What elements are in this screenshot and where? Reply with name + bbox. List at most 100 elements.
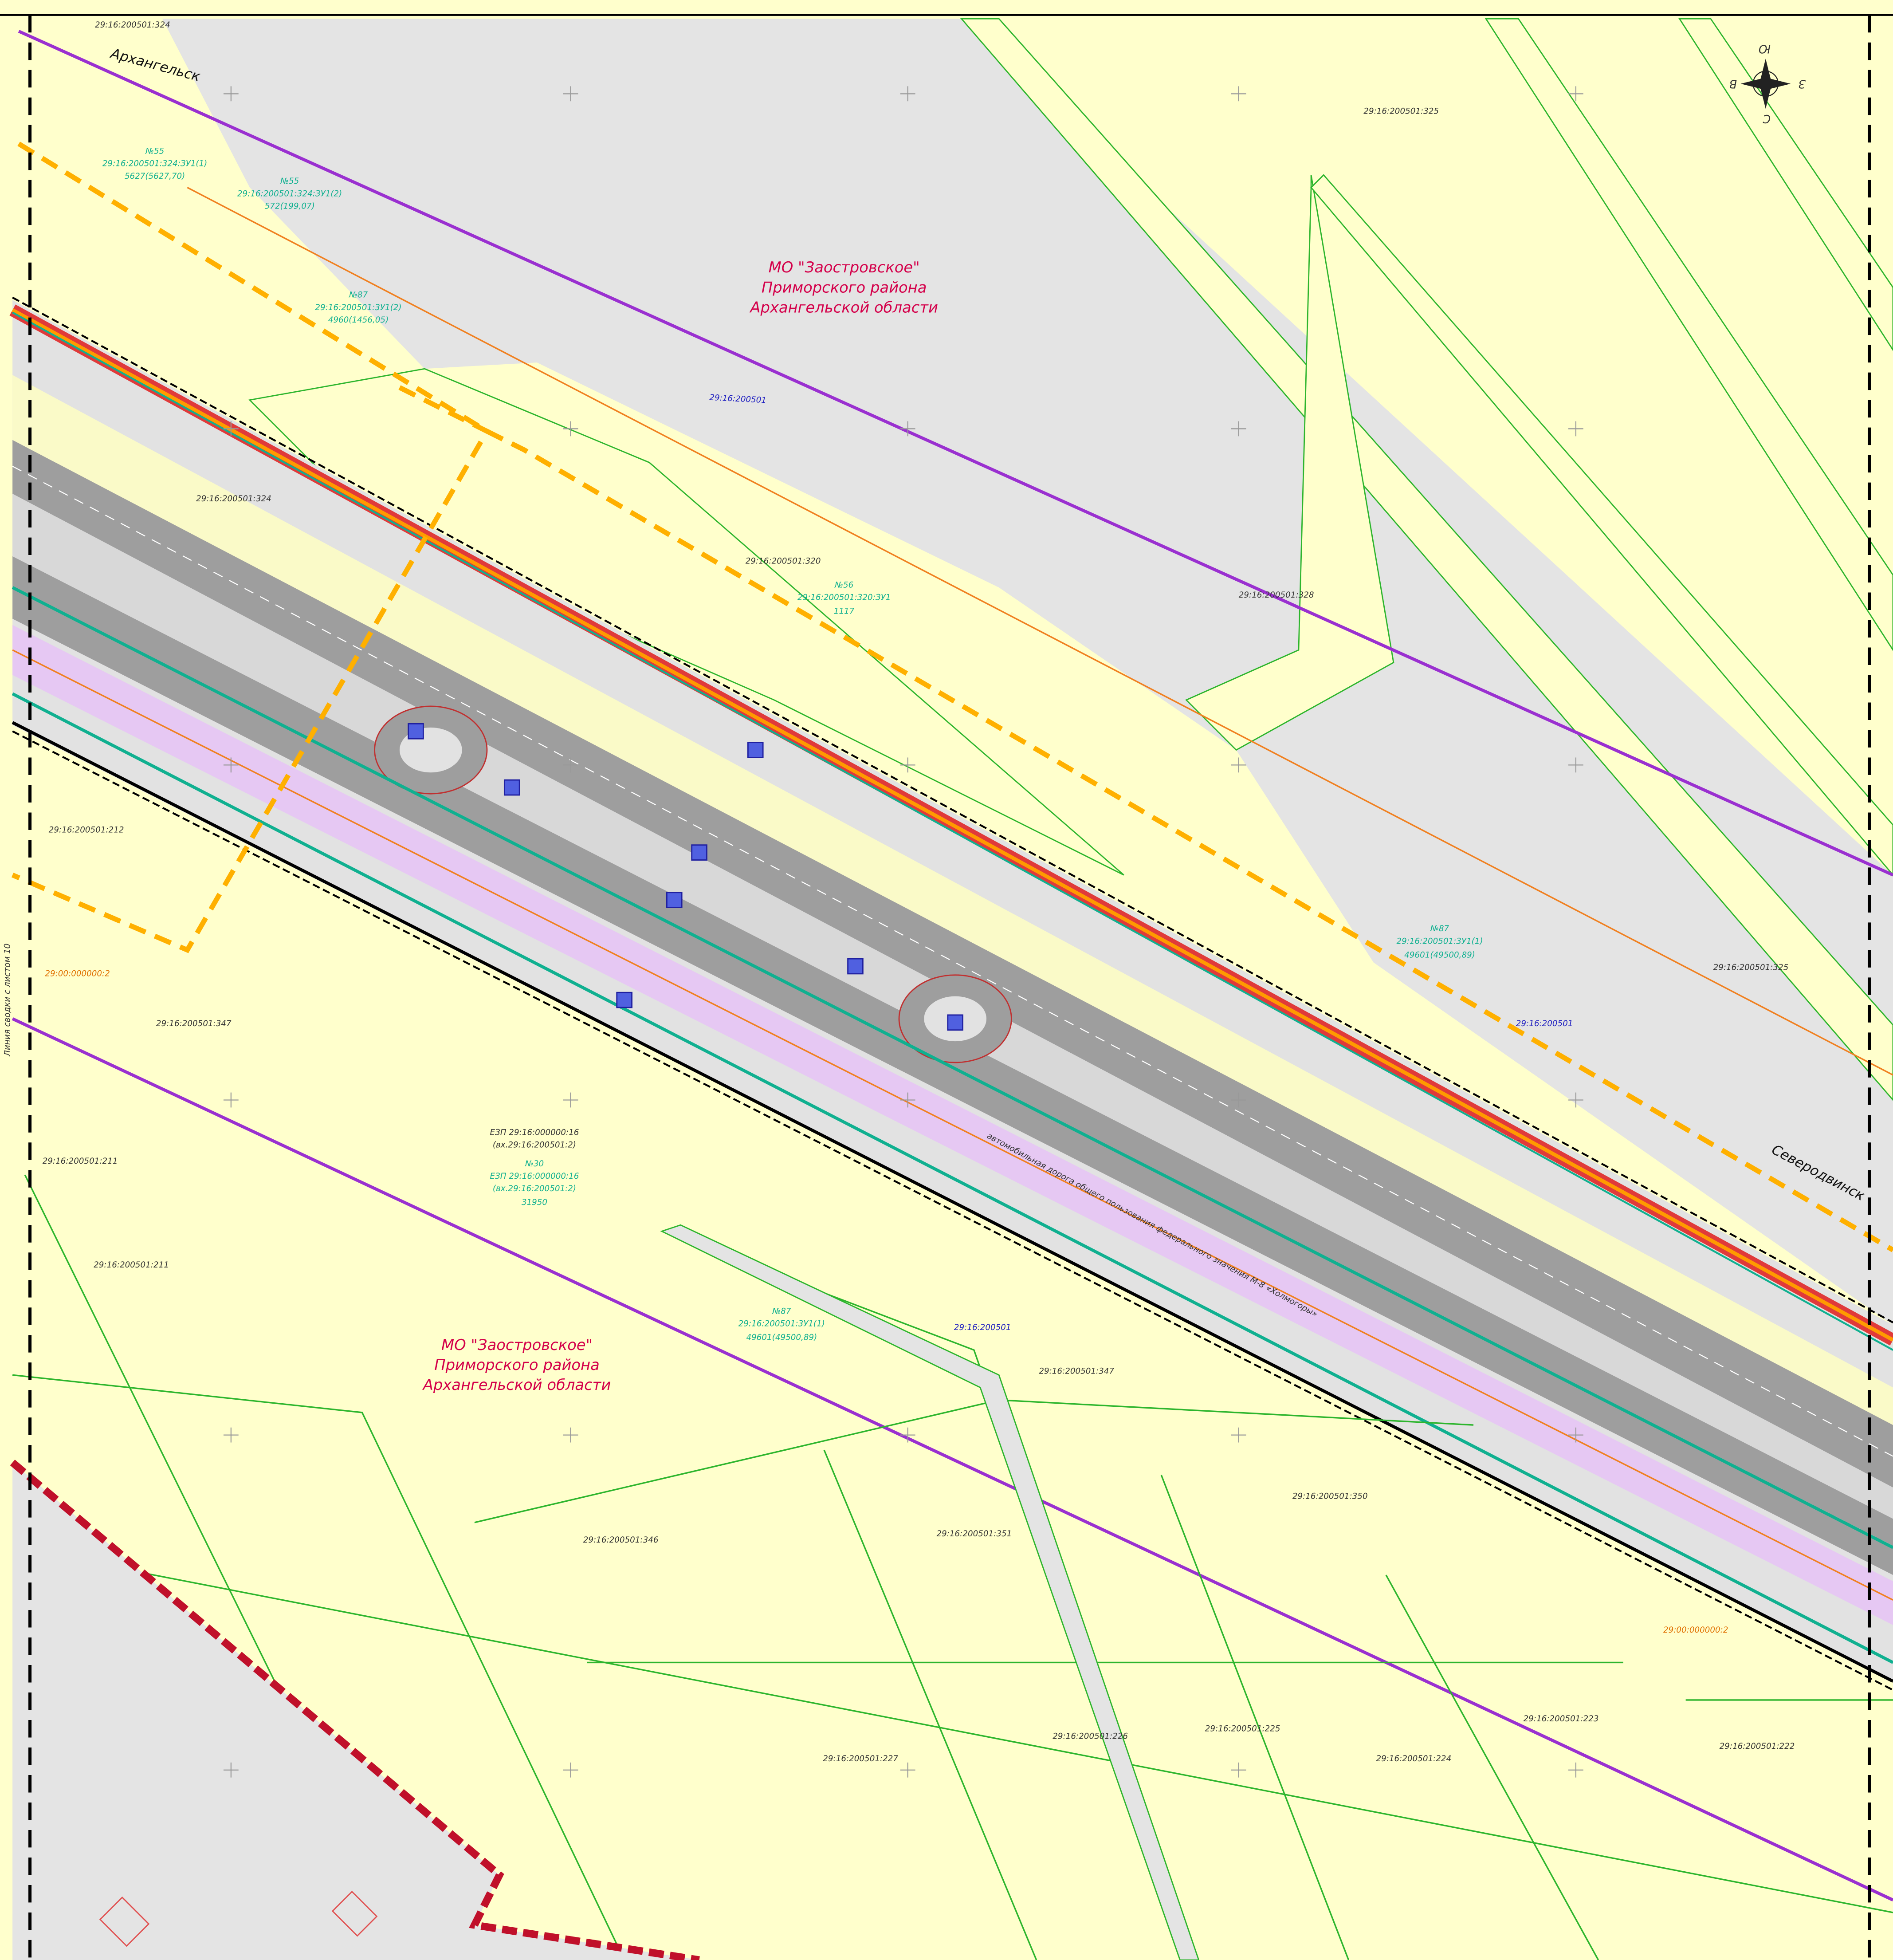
culvert (847, 958, 864, 975)
orange-line (187, 187, 1893, 1076)
culvert (408, 723, 424, 740)
settlement-border (10, 1460, 700, 1960)
culvert (503, 779, 520, 796)
map-label: 29:16:200501:227 (823, 1754, 898, 1763)
map-label: Приморского района (434, 1356, 600, 1374)
map-label: (вх.29:16:200501:2) (493, 1184, 576, 1193)
map-label: 31950 (522, 1198, 547, 1207)
parcel-boundary (24, 1549, 1893, 1913)
map-label: 29:16:200501:325 (1363, 106, 1439, 116)
map-label: №56 (834, 580, 853, 590)
map-label: 29:16:200501:320 (746, 557, 821, 566)
grey-area (162, 19, 1893, 1325)
map-label: №87 (772, 1307, 791, 1316)
carriageway (12, 556, 1893, 1575)
building (331, 1890, 378, 1937)
culvert (666, 892, 683, 908)
culvert (691, 844, 707, 861)
parcel-strip (1310, 174, 1893, 876)
map-label: 29:16:200501:225 (1205, 1724, 1280, 1733)
map-label: 29:16:200501:324 (95, 20, 170, 30)
map-label: №87 (1430, 924, 1449, 933)
map-label: МО "Заостровское" (441, 1336, 593, 1354)
black-border (12, 296, 1893, 1323)
map-label: 4960(1456,05) (328, 315, 389, 325)
map-label: 29:16:200501:324:ЗУ1(2) (237, 189, 342, 198)
map-label: 1117 (834, 606, 855, 616)
map-label: 5627(5627,70) (125, 172, 185, 181)
map-label: 29:16:200501:223 (1524, 1714, 1599, 1724)
parcel-strip (1678, 18, 1893, 351)
map-label: Линия сводки с листом 10 (3, 944, 12, 1057)
map-label: МО "Заостровское" (769, 259, 920, 276)
culvert (947, 1014, 964, 1031)
map-label: 29:16:200501:226 (1053, 1732, 1128, 1741)
map-label: 29:16:200501:224 (1376, 1754, 1451, 1763)
map-label: 29:00:000000:2 (45, 969, 110, 979)
compass-ring (1752, 71, 1779, 97)
map-label: 29:16:200501:347 (1039, 1367, 1114, 1376)
map-label: 29:16:200501:350 (1292, 1492, 1368, 1501)
map-label: Архангельской области (749, 299, 938, 316)
map-label: ЕЗП 29:16:000000:16 (490, 1128, 579, 1137)
map-label: В (1729, 77, 1737, 91)
map-label: 29:16:200501 (954, 1323, 1011, 1332)
map-label: 29:16:200501:3У1(1) (738, 1319, 825, 1328)
map-label: 29:16:200501:328 (1239, 590, 1314, 600)
map-label: 49601(49500,89) (746, 1333, 817, 1342)
map-label: З (1799, 77, 1806, 91)
map-label: 29:16:200501:347 (156, 1019, 232, 1028)
map-label: 29:16:200501:351 (936, 1529, 1012, 1539)
orange-boundary (11, 385, 491, 953)
green-line (12, 586, 1893, 1549)
map-label: 29:16:200501:325 (1713, 963, 1789, 972)
map-label: Ю (1759, 42, 1771, 55)
lane-line (12, 465, 1893, 1457)
map-label: №55 (145, 147, 164, 156)
culvert (616, 992, 632, 1008)
map-label: Архангельской области (422, 1376, 611, 1393)
map-label: 29:16:200501 (1516, 1019, 1573, 1028)
parcel-boundary (823, 1449, 1037, 1960)
map-label: 29:16:200501:324:ЗУ1(1) (102, 159, 207, 169)
parcel-strip (960, 18, 1893, 1101)
map-label: ЕЗП 29:16:000000:16 (490, 1172, 579, 1181)
quarter-boundary (12, 1017, 1893, 1901)
carriageway (12, 440, 1893, 1488)
parcel-boundary (12, 1374, 625, 1960)
map-label: 29:16:200501:212 (49, 826, 124, 835)
orange-boundary (17, 142, 1893, 1252)
map-label: №87 (349, 291, 368, 300)
map-label: 29:16:200501:3У1(1) (1396, 937, 1483, 946)
map-label: 29:16:200501:211 (94, 1260, 169, 1270)
parcel-boundary (1160, 1475, 1350, 1960)
map-label: 29:16:200501:346 (583, 1535, 659, 1545)
map-label: №55 (280, 177, 299, 186)
map-label: 572(199,07) (265, 202, 315, 211)
map-label: 29:16:200501:324 (196, 494, 271, 504)
green-line (12, 692, 1893, 1664)
map-label: С (1763, 112, 1771, 126)
map-label: 49601(49500,89) (1404, 950, 1475, 960)
map-label: №30 (525, 1159, 544, 1169)
quarter-boundary (18, 30, 1893, 877)
building (99, 1896, 150, 1947)
black-border (12, 730, 1893, 1691)
parcel-strip (660, 1224, 1200, 1960)
map-label: 29:16:200501:211 (43, 1157, 118, 1166)
red-border-core (12, 308, 1893, 1342)
map-label: Приморского района (762, 279, 927, 296)
orange-line (12, 649, 1893, 1601)
culvert (747, 742, 764, 758)
parcel-boundary (1385, 1574, 1599, 1960)
settlement (12, 1462, 699, 1960)
black-border (12, 721, 1893, 1683)
map-label: 29:16:200501:320:ЗУ1 (797, 593, 891, 602)
map-label: 29:00:000000:2 (1663, 1625, 1728, 1635)
map-label: 29:16:200501:222 (1720, 1742, 1795, 1751)
map-label: (вх.29:16:200501:2) (493, 1141, 576, 1150)
parcel-strip (1485, 18, 1893, 651)
